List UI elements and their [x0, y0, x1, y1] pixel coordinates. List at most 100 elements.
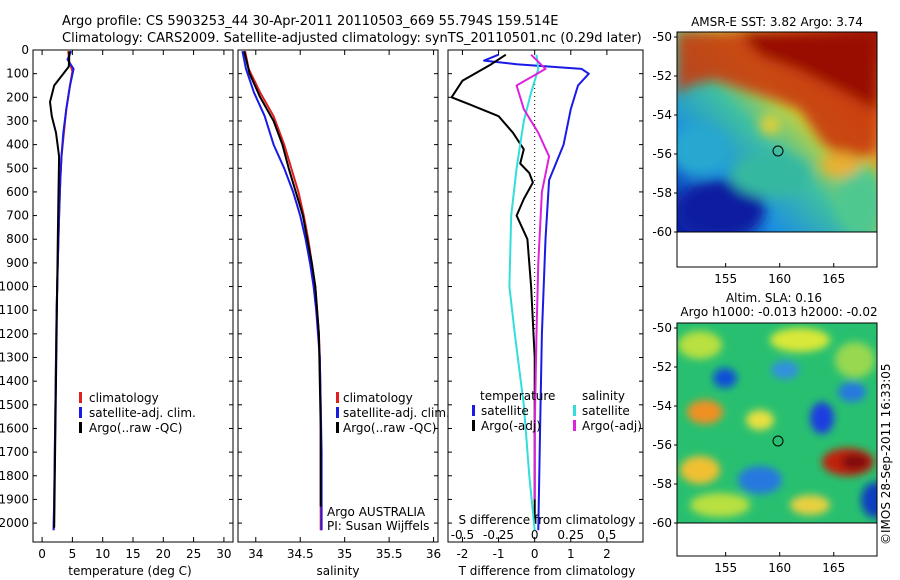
depth-tick-label: 500: [6, 161, 29, 175]
salinity-plot: 34 34.5 35 35.5 36: [238, 49, 441, 561]
legend-label-argo: Argo(..raw -QC): [343, 421, 436, 435]
legend-swatch-argo: [336, 422, 339, 433]
depth-tick-label: 1300: [0, 351, 29, 365]
legend-swatch-temp-satellite: [472, 405, 475, 416]
map-x-tick-label: 155: [714, 561, 737, 575]
depth-tick-label: 2000: [0, 516, 29, 530]
x-tick-label: 0: [531, 547, 539, 561]
depth-tick-label: 800: [6, 232, 29, 246]
top-tick-label: 0.5: [597, 528, 616, 542]
map-x-tick-label: 160: [768, 272, 791, 286]
series-line-temperature-satellite: [483, 53, 590, 531]
map-y-tick-label: -58: [652, 477, 672, 491]
argo-pi-label: PI: Susan Wijffels: [327, 519, 429, 533]
map-y-tick-label: -52: [652, 69, 672, 83]
depth-tick-label: 1000: [0, 280, 29, 294]
top-tick-label: -0.5: [451, 528, 474, 542]
series-line-argo-raw-qc: [243, 50, 322, 507]
depth-tick-label: 1900: [0, 492, 29, 506]
depth-tick-label: 700: [6, 209, 29, 223]
salinity-plot-frame: [237, 49, 439, 543]
map-y-tick-label: -56: [652, 438, 672, 452]
map-y-tick-label: -60: [652, 225, 672, 239]
legend-label-temp-argo: Argo(-adj): [481, 419, 541, 433]
x-tick-label: 35.5: [376, 547, 403, 561]
legend-label-satellite: satellite-adj. clim.: [89, 406, 196, 420]
map-y-tick-label: -50: [652, 30, 672, 44]
x-tick-label: 5: [69, 547, 77, 561]
argo-program-label: Argo AUSTRALIA: [327, 505, 426, 519]
depth-tick-label: 300: [6, 114, 29, 128]
x-tick-label: -2: [456, 547, 468, 561]
difference-plot-frame: [447, 49, 644, 543]
salinity-xlabel: salinity: [316, 564, 359, 578]
map-y-tick-label: -58: [652, 186, 672, 200]
difference-xlabel: T difference from climatology: [458, 564, 636, 578]
series-line-satellite-adj-clim: [241, 51, 323, 531]
x-tick-label: 2: [603, 547, 611, 561]
legend-label-climatology: climatology: [89, 391, 159, 405]
x-tick-label: 35: [337, 547, 352, 561]
depth-tick-label: 1600: [0, 421, 29, 435]
legend-swatch-argo: [79, 422, 82, 433]
difference-legend: temperature salinity satellite Argo(-adj…: [472, 389, 642, 433]
series-line-salinity-satellite: [508, 54, 540, 531]
sla-map-title-line2: Argo h1000: -0.013 h2000: -0.02: [680, 305, 877, 319]
legend-swatch-climatology: [79, 392, 82, 403]
top-tick-label: 0.25: [557, 528, 584, 542]
sla-map-title-line1: Altim. SLA: 0.16: [726, 291, 822, 305]
top-tick-label: -0.25: [483, 528, 514, 542]
legend-label-argo: Argo(..raw -QC): [89, 421, 182, 435]
salinity-legend: climatology satellite-adj. clim. Argo(..…: [336, 391, 450, 435]
depth-tick-label: 900: [6, 256, 29, 270]
depth-tick-label: 0: [21, 43, 29, 57]
depth-tick-label: 1700: [0, 445, 29, 459]
temperature-plot-frame: [32, 49, 234, 543]
sst-map-title: AMSR-E SST: 3.82 Argo: 3.74: [691, 15, 863, 29]
x-tick-label: 0: [38, 547, 46, 561]
x-tick-label: 15: [125, 547, 140, 561]
map-y-tick-label: -60: [652, 516, 672, 530]
depth-axis: 0 100 200 300 400 500 600 700 800 900 1000 1100 1200…: [0, 43, 29, 530]
sst-map-lower-area: [676, 231, 878, 268]
temperature-plot: 0 5 10 15 20 25 30: [33, 49, 233, 561]
map-y-tick-label: -54: [652, 108, 672, 122]
series-line-argo-raw-qc: [49, 51, 71, 528]
map-y-tick-label: -52: [652, 360, 672, 374]
sla-argo-position-marker: [772, 435, 784, 447]
x-tick-label: 10: [95, 547, 110, 561]
temperature-xlabel: temperature (deg C): [68, 564, 191, 578]
sla-map-lower-area: [676, 522, 878, 557]
map-x-tick-label: 160: [768, 561, 791, 575]
legend-swatch-sal-satellite: [573, 405, 576, 416]
x-tick-label: 20: [156, 547, 171, 561]
sst-map-axes: 155 160 165 -50 -52 -54 -56 -58 -60: [652, 30, 845, 286]
sla-heatmap: [677, 323, 877, 523]
legend-label-satellite: satellite-adj. clim.: [343, 406, 450, 420]
difference-top-label: S difference from climatology: [459, 513, 636, 527]
legend-swatch-satellite: [336, 407, 339, 418]
legend-label-sal-satellite: satellite: [582, 404, 630, 418]
series-line-temperature-argo-adj: [450, 53, 536, 524]
map-y-tick-label: -50: [652, 321, 672, 335]
legend-swatch-climatology: [336, 392, 339, 403]
series-line-salinity-argo-adj: [515, 53, 551, 500]
depth-tick-label: 1800: [0, 469, 29, 483]
depth-tick-label: 400: [6, 138, 29, 152]
map-x-tick-label: 155: [714, 272, 737, 286]
x-tick-label: 30: [216, 547, 231, 561]
credit-stamp: ©IMOS 28-Sep-2011 16:33:05: [879, 363, 893, 545]
x-tick-label: -1: [493, 547, 505, 561]
map-x-tick-label: 165: [822, 272, 845, 286]
sst-argo-position-marker: [772, 145, 784, 157]
map-y-tick-label: -54: [652, 399, 672, 413]
series-line-climatology: [244, 51, 322, 531]
depth-tick-label: 1100: [0, 303, 29, 317]
temperature-legend: climatology satellite-adj. clim. Argo(..…: [79, 391, 196, 435]
legend-swatch-sal-argo: [573, 420, 576, 431]
legend-label-temp-satellite: satellite: [481, 404, 529, 418]
legend-swatch-satellite: [79, 407, 82, 418]
top-tick-label: 0: [531, 528, 539, 542]
depth-tick-label: 100: [6, 67, 29, 81]
